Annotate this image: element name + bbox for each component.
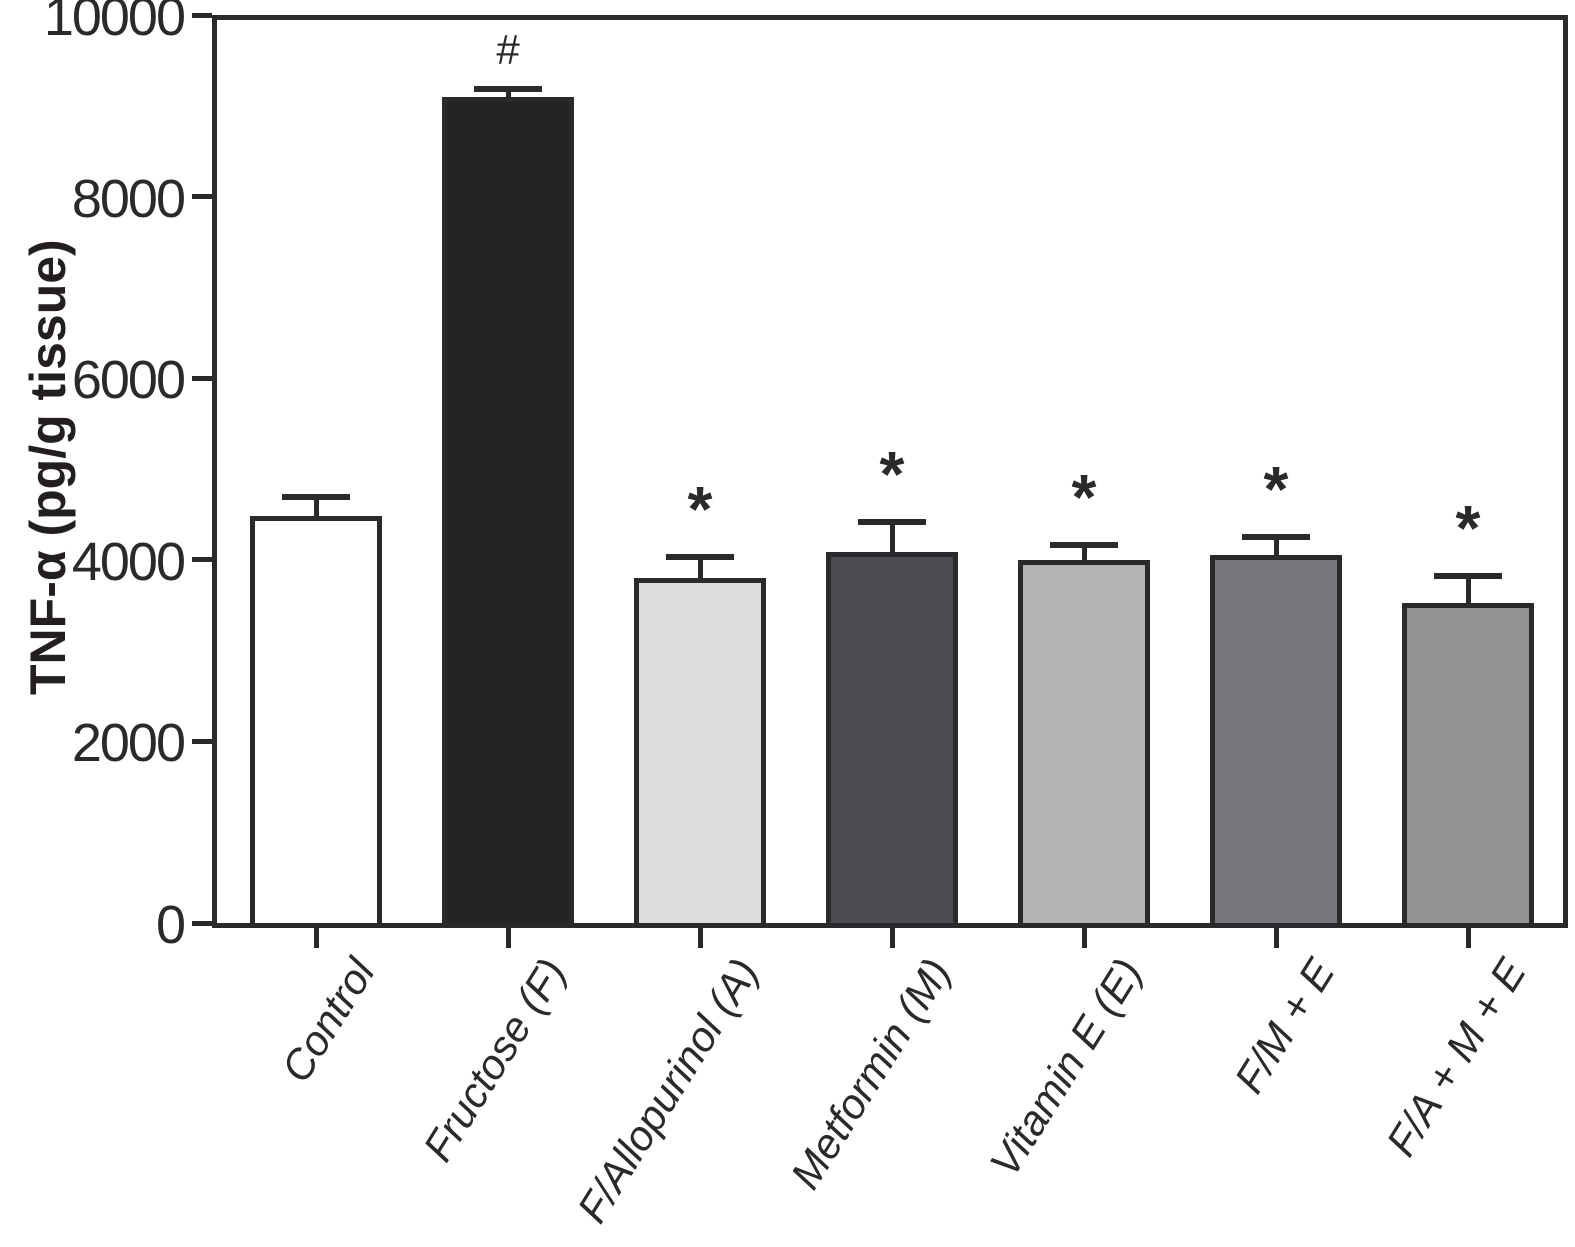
x-axis-tick-label: F/A + M + E — [1377, 950, 1536, 1165]
error-bar-cap — [1242, 534, 1310, 541]
error-bar-stem — [1465, 576, 1471, 608]
x-axis-tick — [505, 928, 511, 948]
significance-marker: * — [687, 473, 713, 546]
y-axis-tick-label: 8000 — [71, 168, 186, 229]
bar — [250, 516, 382, 928]
x-axis-tick-label: Fructose (F) — [414, 950, 576, 1170]
error-bar-cap — [1050, 542, 1118, 549]
significance-marker: # — [496, 26, 520, 74]
error-bar-stem — [889, 521, 895, 556]
bar — [634, 577, 766, 928]
significance-marker: * — [879, 437, 905, 510]
y-axis-tick — [192, 920, 212, 926]
error-bar-cap — [666, 554, 734, 561]
bar — [442, 96, 574, 928]
x-axis-tick-label: Control — [271, 950, 384, 1091]
x-axis-tick — [1465, 928, 1471, 948]
y-axis-tick-label: 4000 — [71, 531, 186, 592]
y-axis-tick-label: 0 — [155, 895, 186, 955]
x-axis-tick — [313, 928, 319, 948]
x-axis-tick — [697, 928, 703, 948]
significance-marker: * — [1263, 453, 1289, 526]
x-axis-tick-label: Metformin (M) — [780, 950, 960, 1197]
error-bar-stem — [313, 497, 319, 521]
x-axis-tick — [1081, 928, 1087, 948]
error-bar-cap — [858, 518, 926, 525]
x-axis-tick-label: Vitamin E (E) — [980, 950, 1152, 1185]
y-axis-tick — [192, 375, 212, 381]
x-axis-tick — [889, 928, 895, 948]
y-axis-tick-label: 6000 — [71, 350, 186, 411]
y-axis-tick-label: 2000 — [71, 713, 186, 774]
y-axis-tick — [192, 557, 212, 563]
bar — [826, 551, 958, 928]
bar — [1018, 559, 1150, 928]
y-axis-tick — [192, 194, 212, 200]
x-axis-tick — [1273, 928, 1279, 948]
x-axis-tick-label: F/Allopurinol (A) — [567, 950, 768, 1231]
significance-marker: * — [1071, 461, 1097, 534]
x-axis-tick-label: F/M + E — [1224, 950, 1344, 1101]
error-bar-cap — [282, 494, 350, 501]
error-bar-stem — [697, 557, 703, 582]
bar — [1402, 603, 1534, 928]
bar — [1210, 555, 1342, 928]
y-axis-title: TNF-α (pg/g tissue) — [20, 239, 76, 695]
error-bar-cap — [1434, 573, 1502, 580]
significance-marker: * — [1455, 492, 1481, 565]
error-bar-stem — [1081, 545, 1087, 564]
error-bar-stem — [505, 89, 511, 101]
y-axis-tick — [192, 738, 212, 744]
error-bar-stem — [1273, 537, 1279, 560]
y-axis-tick — [192, 12, 212, 18]
y-axis-tick-label: 10000 — [43, 0, 186, 47]
error-bar-cap — [474, 86, 542, 93]
